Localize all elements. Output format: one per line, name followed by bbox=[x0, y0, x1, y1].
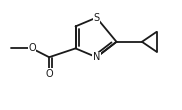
Text: O: O bbox=[45, 69, 53, 79]
Text: N: N bbox=[93, 52, 100, 62]
Text: S: S bbox=[93, 13, 100, 23]
Text: O: O bbox=[28, 43, 36, 53]
